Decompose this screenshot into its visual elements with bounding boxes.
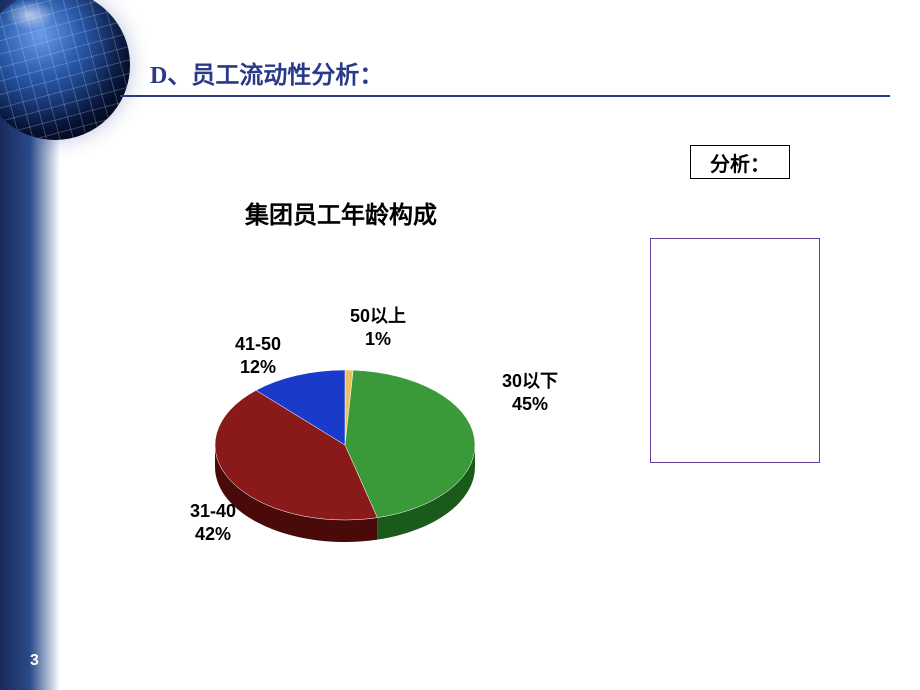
pie-svg (210, 360, 480, 550)
pie-chart (210, 360, 480, 550)
analysis-body-box (650, 238, 820, 463)
analysis-label: 分析： (710, 148, 770, 177)
analysis-label-box: 分析： (690, 145, 790, 179)
slice-label: 31-4042% (190, 500, 236, 547)
title-underline (120, 95, 890, 97)
slide-title: D、员工流动性分析： (150, 55, 383, 90)
slice-label: 50以上1% (350, 305, 406, 352)
slice-label: 30以下45% (502, 370, 558, 417)
globe-decoration (0, 0, 130, 140)
slice-label: 41-5012% (235, 333, 281, 380)
chart-title: 集团员工年龄构成 (245, 195, 437, 230)
page-number: 3 (30, 652, 39, 670)
